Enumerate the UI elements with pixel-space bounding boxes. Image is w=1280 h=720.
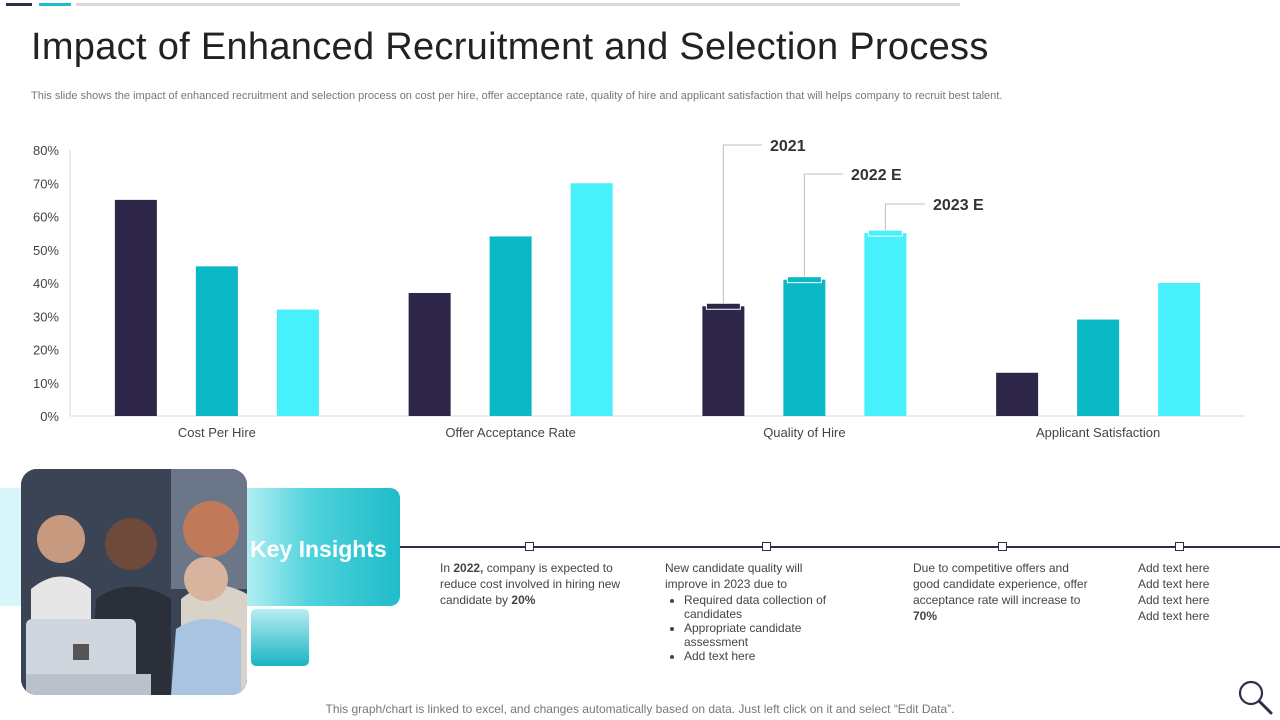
legend-marker-3 — [867, 229, 903, 237]
legend-marker-2 — [786, 276, 822, 284]
insight-2-bullet: Add text here — [684, 649, 830, 663]
timeline-marker-3 — [998, 542, 1007, 551]
bar-chart[interactable]: 0% 10% 20% 30% 40% 50% 60% 70% 80% Cost Per Hire O… — [0, 125, 1280, 450]
legend-label-1: 2021 — [770, 138, 806, 155]
insight-4-line: Add text here — [1138, 593, 1210, 607]
y-tick-label: 30% — [33, 309, 59, 324]
y-tick-label: 80% — [33, 143, 59, 158]
y-tick-label: 50% — [33, 243, 59, 258]
x-tick-label: Quality of Hire — [763, 425, 845, 440]
bar-2-1 — [195, 266, 238, 416]
insight-2-bullets: Required data collection of candidates A… — [665, 593, 830, 663]
bar-3-2 — [570, 183, 613, 416]
side-accent — [0, 488, 22, 606]
legend-leader-3 — [884, 203, 925, 231]
insight-2: New candidate quality will improve in 20… — [665, 560, 830, 663]
timeline-marker-4 — [1175, 542, 1184, 551]
x-tick-label: Cost Per Hire — [178, 425, 256, 440]
timeline-marker-1 — [525, 542, 534, 551]
bar-3-3 — [864, 233, 907, 416]
bar-2-2 — [489, 236, 532, 416]
bar-2-4 — [1077, 319, 1120, 416]
footer-note: This graph/chart is linked to excel, and… — [325, 702, 955, 716]
team-photo — [21, 469, 247, 695]
y-tick-label: 0% — [40, 409, 59, 424]
y-tick-label: 60% — [33, 210, 59, 225]
key-insights-box — [238, 488, 400, 606]
top-bar-grey — [76, 3, 960, 6]
decorative-square — [251, 609, 309, 666]
legend-leader-1 — [722, 144, 762, 304]
page-subtitle: This slide shows the impact of enhanced … — [31, 90, 1003, 102]
team-photo-illustration — [21, 469, 247, 695]
y-tick-label: 10% — [33, 376, 59, 391]
key-insights-label: Key Insights — [250, 536, 387, 562]
bar-2-3 — [783, 279, 826, 416]
bar-1-2 — [408, 292, 451, 416]
top-bar-dark — [6, 3, 32, 6]
y-tick-label: 70% — [33, 176, 59, 191]
legend-leader-2 — [803, 173, 843, 277]
page-title: Impact of Enhanced Recruitment and Selec… — [31, 26, 989, 68]
top-bar-accent — [39, 3, 71, 6]
x-tick-label: Applicant Satisfaction — [1036, 425, 1160, 440]
insight-2-bullet: Appropriate candidate assessment — [684, 621, 830, 649]
x-tick-label: Offer Acceptance Rate — [445, 425, 576, 440]
bar-1-4 — [996, 372, 1039, 416]
insight-4-line: Add text here — [1138, 609, 1210, 623]
bar-1-3 — [702, 306, 745, 416]
bar-3-4 — [1158, 283, 1201, 416]
bar-1-1 — [114, 199, 157, 416]
legend-label-3: 2023 E — [933, 197, 984, 214]
legend-marker-1 — [705, 302, 741, 310]
insight-4: Add text here Add text here Add text her… — [1138, 560, 1258, 624]
bar-3-1 — [276, 309, 319, 416]
insight-2-bullet: Required data collection of candidates — [684, 593, 830, 621]
y-tick-label: 40% — [33, 276, 59, 291]
y-tick-label: 20% — [33, 343, 59, 358]
insight-4-line: Add text here — [1138, 561, 1210, 575]
insight-4-line: Add text here — [1138, 577, 1210, 591]
insight-1: In 2022, company is expected to reduce c… — [440, 561, 621, 607]
insight-2-intro: New candidate quality will improve in 20… — [665, 561, 803, 591]
timeline-marker-2 — [762, 542, 771, 551]
insight-3: Due to competitive offers and good candi… — [913, 561, 1088, 623]
legend-label-2: 2022 E — [851, 167, 902, 184]
magnifier-icon[interactable] — [1236, 678, 1276, 718]
insights-timeline — [400, 546, 1280, 548]
